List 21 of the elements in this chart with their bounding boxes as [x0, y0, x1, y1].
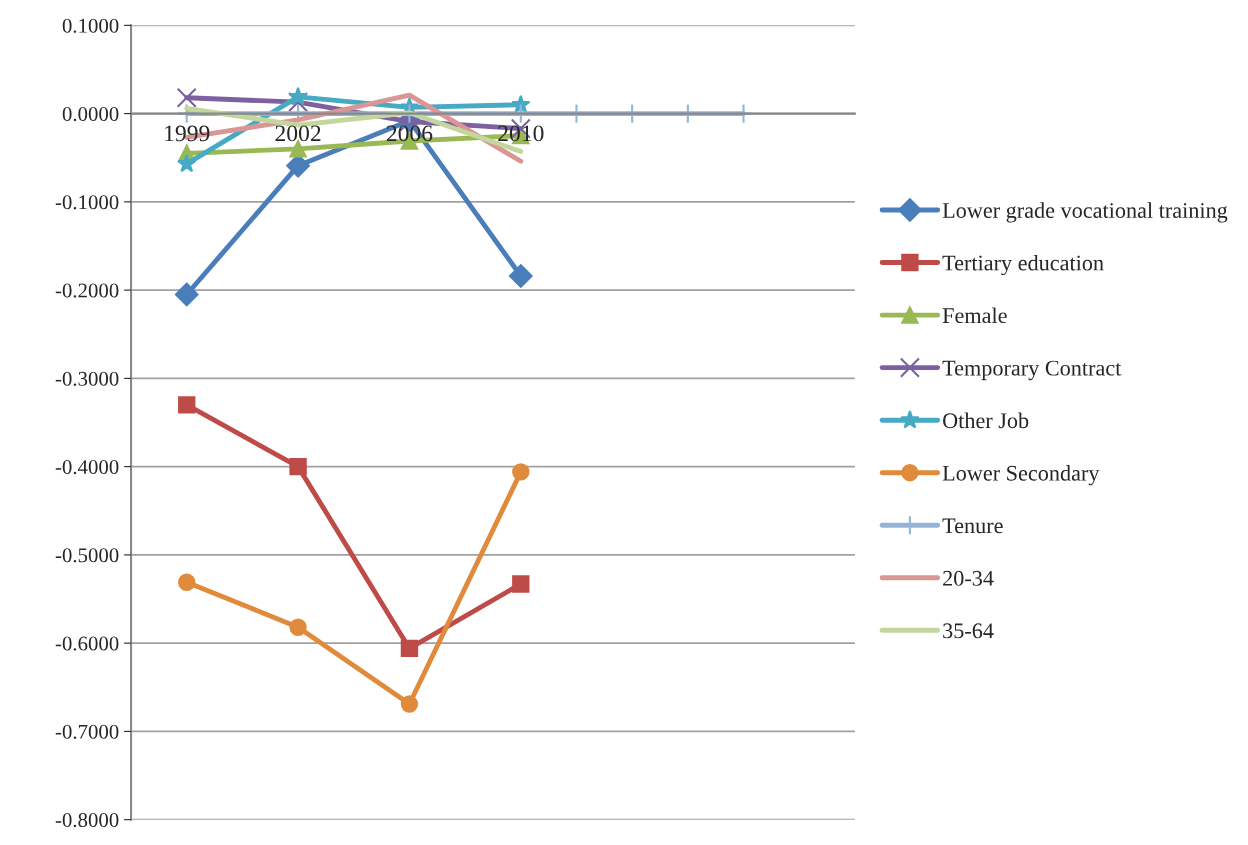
legend-label: 20-34 [943, 570, 994, 586]
y-tick-label: -0.5000 [55, 548, 119, 563]
y-tick-label: -0.4000 [55, 460, 119, 475]
x-tick-label: 2002 [275, 125, 321, 142]
y-tick-label: -0.8000 [55, 813, 119, 828]
y-tick-label: -0.2000 [55, 283, 119, 298]
y-tick-label: 0.0000 [62, 106, 119, 122]
legend-label: Other Job [943, 412, 1029, 429]
legend-label: Temporary Contract [942, 360, 1122, 381]
y-tick-label: -0.1000 [55, 195, 119, 210]
y-tick-label: -0.7000 [55, 724, 119, 739]
legend-label: Lower Secondary [942, 465, 1100, 486]
legend-label: Tertiary education [942, 254, 1104, 276]
x-tick-label: 1999 [165, 125, 210, 142]
y-tick-label: 0.1000 [62, 18, 119, 33]
y-tick-label: -0.3000 [55, 371, 119, 386]
y-tick-label: -0.6000 [55, 636, 119, 651]
legend-label: 35-64 [943, 623, 994, 639]
legend-label: Lower grade vocational training [942, 202, 1228, 223]
legend-label: Tenure [942, 518, 1003, 534]
legend-label: Female [942, 307, 1007, 324]
